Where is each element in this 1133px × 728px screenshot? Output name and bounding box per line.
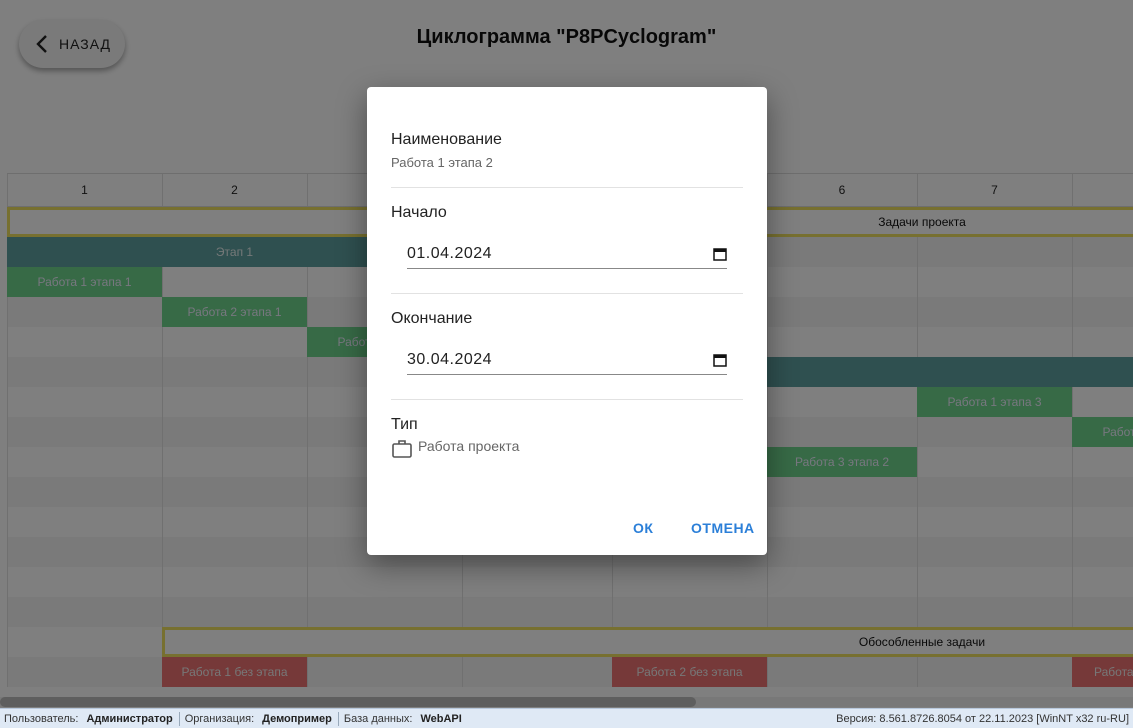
database: WebAPI	[420, 712, 462, 725]
start-label: Начало	[391, 204, 447, 221]
type-label: Тип	[391, 416, 418, 433]
user-name: Администратор	[86, 712, 173, 725]
end-label: Окончание	[391, 310, 473, 327]
type-value: Работа проекта	[418, 438, 520, 454]
ok-button[interactable]: ОК	[633, 520, 654, 536]
organization: Демопример	[262, 712, 332, 725]
start-date-input[interactable]: 01.04.2024	[407, 239, 727, 269]
cancel-button[interactable]: ОТМЕНА	[691, 520, 755, 536]
briefcase-icon	[392, 440, 412, 458]
version-info: Версия: 8.561.8726.8054 от 22.11.2023 [W…	[836, 712, 1129, 725]
calendar-icon[interactable]	[713, 247, 727, 261]
end-date-input[interactable]: 30.04.2024	[407, 345, 727, 375]
status-bar: Пользователь: Администратор Организация: Д…	[0, 708, 1133, 728]
name-label: Наименование	[391, 131, 502, 148]
name-value: Работа 1 этапа 2	[391, 155, 493, 170]
work-dialog: Наименование Работа 1 этапа 2 Начало 01.…	[367, 87, 767, 555]
calendar-icon[interactable]	[713, 353, 727, 367]
